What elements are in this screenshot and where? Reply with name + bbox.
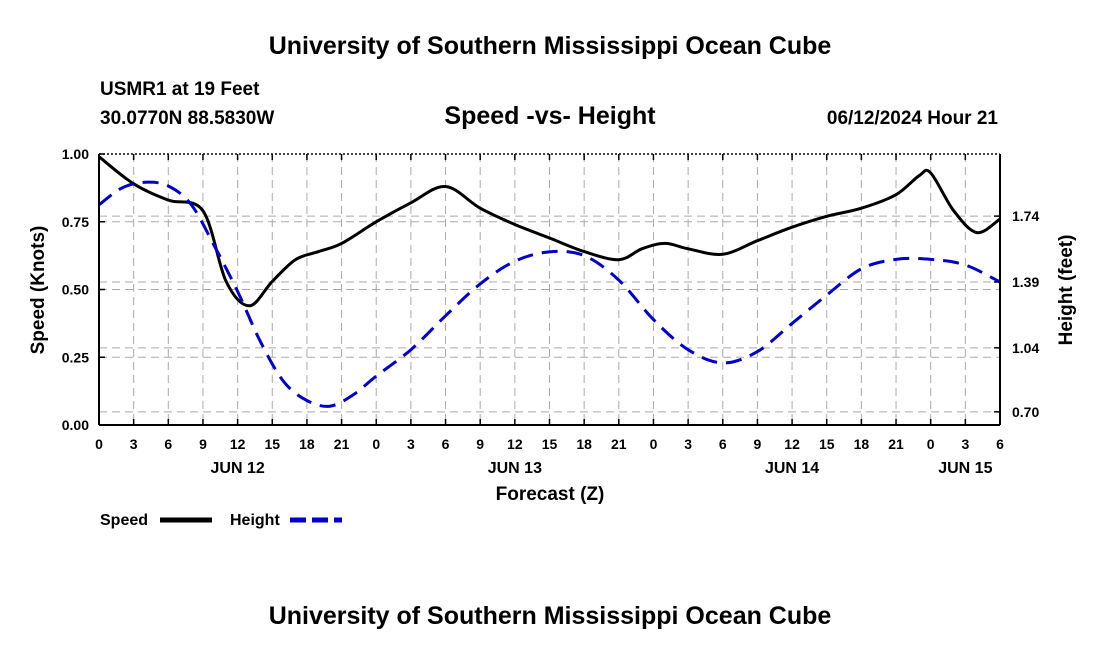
plot-title: Speed -vs- Height <box>444 102 656 130</box>
grid <box>99 154 1000 425</box>
x-tick-label: 15 <box>542 436 558 452</box>
y2-tick-label: 1.39 <box>1012 274 1039 290</box>
y-tick-label: 0.50 <box>62 282 89 298</box>
day-label: JUN 14 <box>765 460 819 477</box>
date-label: 06/12/2024 Hour 21 <box>827 108 999 129</box>
x-tick-label: 3 <box>684 436 692 452</box>
main-title: University of Southern Mississippi Ocean… <box>269 32 832 60</box>
x-tick-label: 0 <box>927 436 935 452</box>
station-label: USMR1 at 19 Feet <box>100 79 260 100</box>
x-tick-label: 6 <box>996 436 1004 452</box>
legend-speed-label: Speed <box>100 512 148 529</box>
y-tick-label: 1.00 <box>62 146 89 162</box>
y-tick-label: 0.75 <box>62 214 89 230</box>
ticks: 0 3 6 9 12 15 18 21 0 3 6 9 12 15 18 21 0 3 6 9 12 15 18 21 0 3 6J… <box>62 146 1040 477</box>
x-axis-title: Forecast (Z) <box>496 484 605 505</box>
x-tick-label: 18 <box>854 436 870 452</box>
x-tick-label: 18 <box>576 436 592 452</box>
day-label: JUN 13 <box>488 460 542 477</box>
x-tick-label: 3 <box>130 436 138 452</box>
y2-tick-label: 0.70 <box>1012 404 1039 420</box>
day-label: JUN 12 <box>210 460 264 477</box>
x-tick-label: 12 <box>230 436 246 452</box>
series-line-height <box>99 180 1000 408</box>
x-tick-label: 3 <box>407 436 415 452</box>
x-tick-label: 21 <box>888 436 904 452</box>
x-tick-label: 6 <box>442 436 450 452</box>
coords-label: 30.0770N 88.5830W <box>100 108 274 129</box>
x-tick-label: 0 <box>372 436 380 452</box>
day-label: JUN 15 <box>938 460 992 477</box>
x-tick-label: 0 <box>650 436 658 452</box>
x-tick-label: 0 <box>95 436 103 452</box>
series-layer <box>99 155 1000 408</box>
y-tick-label: 0.25 <box>62 349 89 365</box>
x-tick-label: 12 <box>507 436 523 452</box>
x-tick-label: 15 <box>264 436 280 452</box>
y2-tick-label: 1.74 <box>1012 208 1039 224</box>
legend: Speed Height <box>100 512 342 529</box>
x-tick-label: 6 <box>719 436 727 452</box>
x-tick-label: 9 <box>476 436 484 452</box>
y2-tick-label: 1.04 <box>1012 340 1039 356</box>
x-tick-label: 3 <box>961 436 969 452</box>
y-axis-title: Speed (Knots) <box>28 226 49 355</box>
legend-height-label: Height <box>230 512 280 529</box>
x-tick-label: 6 <box>164 436 172 452</box>
x-tick-label: 9 <box>754 436 762 452</box>
y2-axis-title: Height (feet) <box>1056 235 1077 346</box>
x-tick-label: 15 <box>819 436 835 452</box>
footer-title: University of Southern Mississippi Ocean… <box>269 602 832 630</box>
series-line-speed <box>99 155 1000 308</box>
x-tick-label: 9 <box>199 436 207 452</box>
x-tick-label: 21 <box>334 436 350 452</box>
x-tick-label: 21 <box>611 436 627 452</box>
y-tick-label: 0.00 <box>62 417 89 433</box>
x-tick-label: 18 <box>299 436 315 452</box>
x-tick-label: 12 <box>784 436 800 452</box>
